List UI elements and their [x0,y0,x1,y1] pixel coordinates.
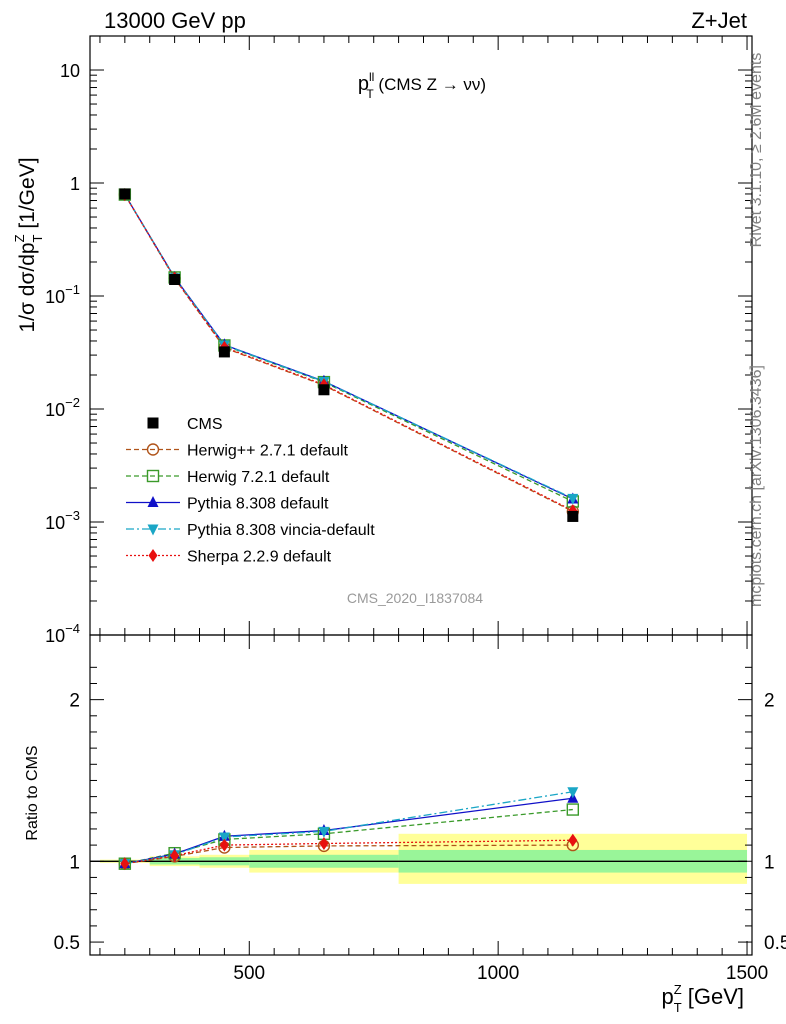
plot-title: pll T (CMS Z → νν) [358,70,486,101]
tick-labels: 10 1 10−1 10−2 10−3 10−4 500 1000 1500 2 2 1 1 0.5 0.5 [45,61,786,984]
series-marker [567,493,579,505]
ratio-series-marker [120,857,130,871]
y-tick-label: 10 [60,61,80,81]
legend-label: Pythia 8.308 vincia-default [187,522,375,539]
ratio-series-marker [566,803,580,816]
data-marker [169,273,181,285]
ratio-y-label: Ratio to CMS [24,745,41,840]
ratio-panel-frame [89,634,753,956]
x-tick-label: 500 [233,963,265,984]
ratio-y-tick-label-right: 0.5 [764,933,786,954]
series-markers [118,188,580,871]
data-marker [318,384,330,396]
x-tick-label: 1500 [726,963,768,984]
series-line [124,194,574,512]
data-marker [218,346,230,358]
legend-marker [147,417,159,429]
legend-marker [146,443,160,456]
header-right: Z+Jet [691,8,747,33]
legend-marker [147,524,159,536]
legend-marker [147,496,159,507]
side-label-bottom: mcplots.cern.ch [arXiv:1306.3436] [748,365,765,607]
x-tick-label: 1000 [477,963,519,984]
y-tick-label: 1 [70,174,80,194]
ratio-y-tick-label: 2 [69,691,80,712]
ratio-series-marker [567,787,579,799]
x-axis-label: pZ T [GeV] [661,982,744,1015]
y-tick-label: 10−1 [45,282,80,307]
y-tick-label: 10−2 [45,395,80,420]
legend-label: Pythia 8.308 default [187,496,329,513]
y-tick-label: 10−4 [45,621,80,646]
ratio-series-marker [319,836,329,850]
watermark: CMS_2020_I1837084 [347,590,483,606]
legend-label: Sherpa 2.2.9 default [187,549,332,566]
data-marker [119,188,131,200]
legend-label: Herwig 7.2.1 default [187,469,330,486]
series-marker [568,504,578,518]
ratio-series-marker [568,833,578,847]
data-marker [567,510,579,522]
y-axis-label: 1/σ dσ/dpZ T [1/GeV] [12,157,45,332]
legend-marker [146,469,160,483]
ratio-y-tick-label: 0.5 [54,933,80,954]
legend-marker [148,549,158,562]
ratio-y-tick-label-right: 2 [764,691,775,712]
ratio-series-marker [219,838,229,852]
legend: CMS Herwig++ 2.7.1 default Herwig 7.2.1 de… [126,416,375,566]
ratio-series-marker [318,826,330,838]
series-line [124,194,574,513]
main-panel-frame [89,35,753,636]
y-tick-label: 10−3 [45,508,80,533]
legend-label: CMS [187,416,223,433]
side-label-top: Rivet 3.1.10, ≥ 2.6M events [748,53,765,248]
ratio-y-tick-label: 1 [69,852,80,873]
header-left: 13000 GeV pp [104,8,246,33]
ratio-uncertainty-bands [90,833,748,884]
ratio-series-marker [170,849,180,863]
ratio-series-marker [218,832,230,844]
legend-label: Herwig++ 2.7.1 default [187,443,349,460]
ratio-y-tick-label-right: 1 [764,852,775,873]
